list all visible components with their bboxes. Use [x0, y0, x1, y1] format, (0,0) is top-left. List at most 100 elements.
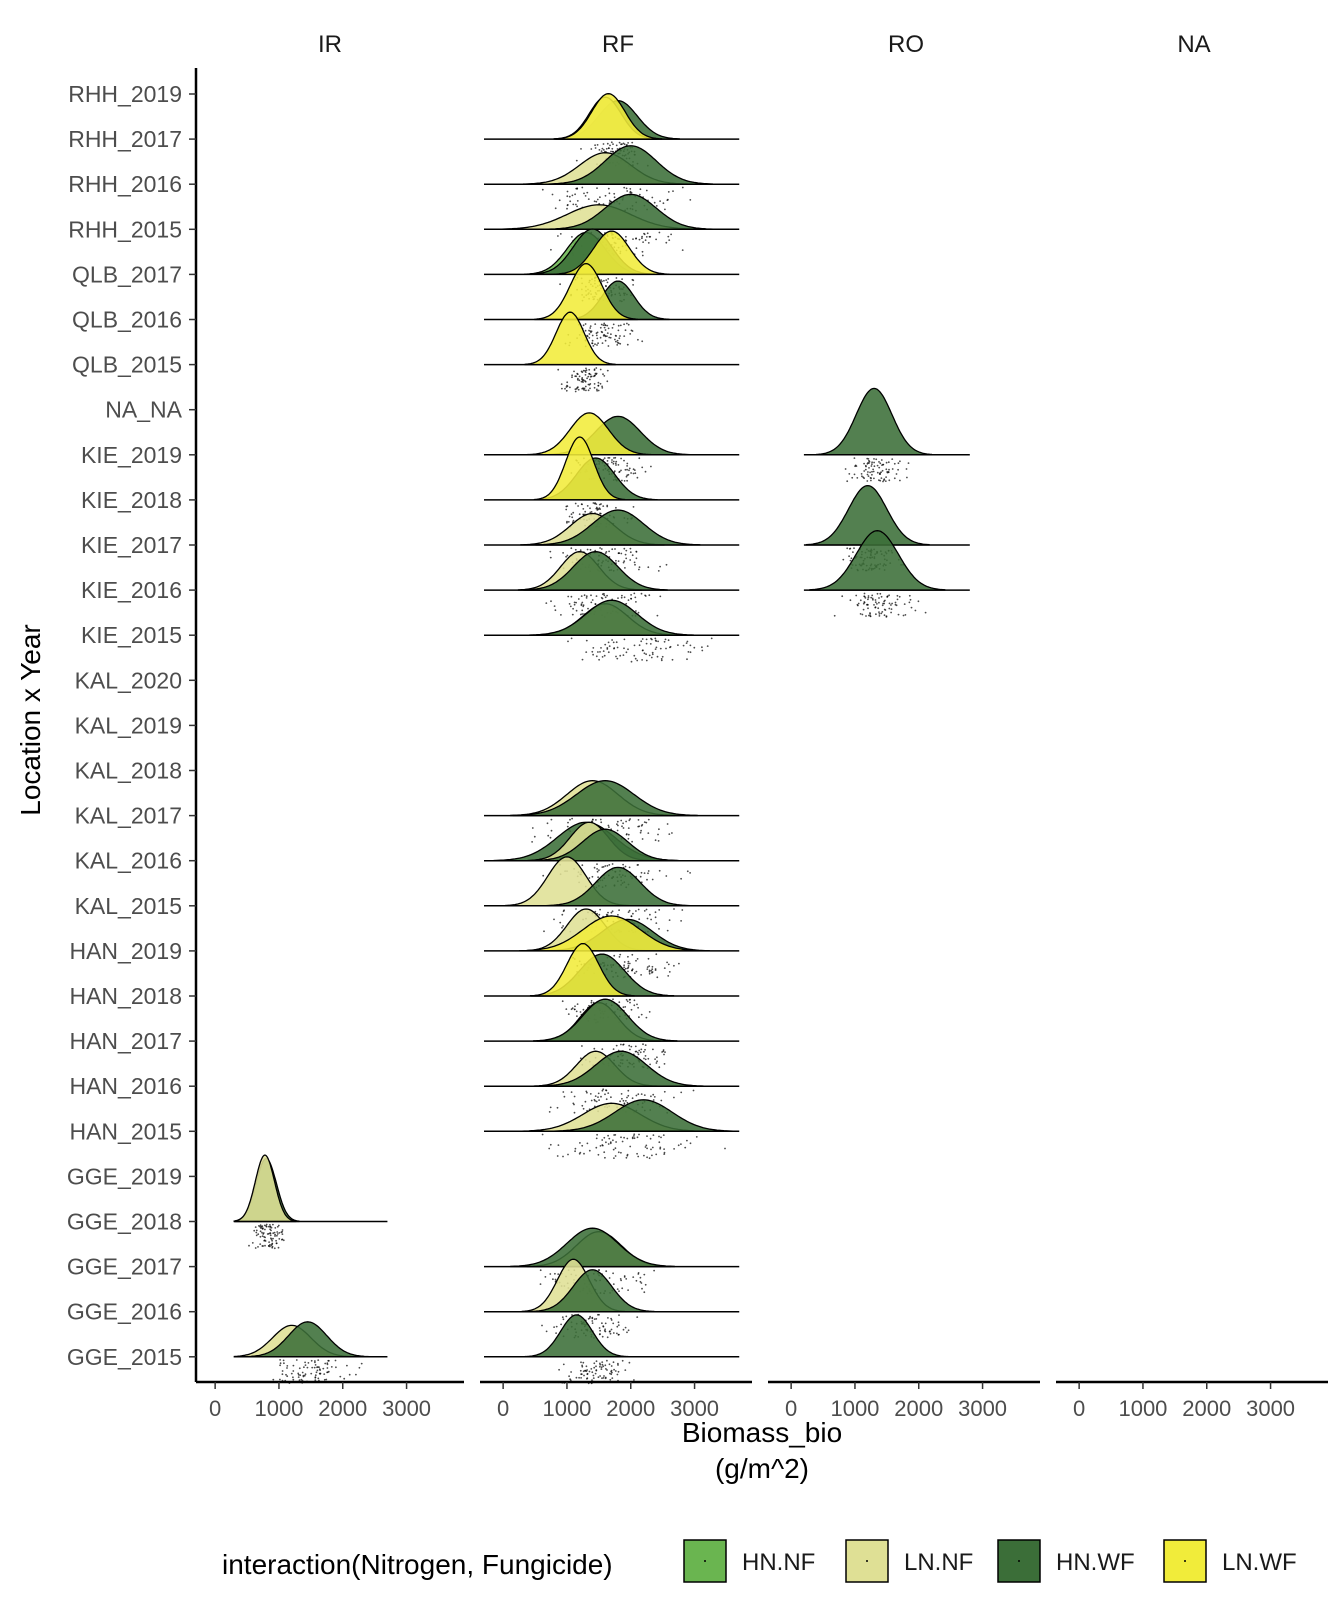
jitter-point [617, 1370, 620, 1373]
jitter-point [630, 472, 632, 474]
jitter-point [593, 1098, 596, 1101]
legend-label: LN.WF [1222, 1549, 1297, 1576]
jitter-point [571, 236, 573, 238]
jitter-point [581, 1144, 584, 1147]
jitter-point [869, 612, 871, 614]
jitter-point [593, 1318, 596, 1320]
y-tick-label: KIE_2018 [81, 487, 182, 513]
jitter-point [599, 1329, 601, 1332]
jitter-point [600, 1366, 603, 1369]
jitter-point [600, 279, 602, 281]
jitter-point [599, 382, 602, 385]
jitter-point [594, 144, 596, 147]
jitter-point [262, 1233, 265, 1235]
jitter-point [261, 1227, 264, 1230]
jitter-point [576, 205, 578, 208]
jitter-point [610, 141, 613, 144]
jitter-point [623, 961, 626, 963]
jitter-point [620, 1136, 622, 1139]
jitter-point [574, 1005, 576, 1008]
jitter-point [550, 829, 553, 832]
jitter-point [565, 386, 568, 388]
jitter-point [879, 592, 882, 595]
jitter-point [868, 614, 870, 617]
jitter-point [626, 343, 629, 346]
y-tick-label: KIE_2017 [81, 532, 182, 558]
jitter-point [609, 1332, 612, 1335]
jitter-point [667, 639, 670, 642]
jitter-point [601, 280, 603, 283]
jitter-point [636, 864, 639, 866]
jitter-point [587, 375, 590, 378]
jitter-point [597, 508, 600, 511]
jitter-point [605, 1098, 608, 1101]
density-hn-wf [809, 530, 946, 591]
jitter-point [908, 594, 911, 597]
jitter-point [648, 965, 651, 967]
jitter-point [875, 613, 877, 616]
jitter-point [639, 1051, 642, 1054]
jitter-point [553, 605, 556, 607]
jitter-point [640, 1093, 643, 1095]
jitter-point [635, 247, 638, 250]
jitter-point [637, 338, 639, 341]
jitter-point [645, 189, 648, 192]
jitter-point [695, 1136, 698, 1138]
jitter-point [549, 550, 552, 553]
ridge-rf-kal_2016 [484, 821, 740, 889]
jitter-point [896, 598, 899, 601]
jitter-point [607, 1143, 610, 1145]
jitter-point [600, 323, 603, 326]
jitter-point [566, 381, 569, 384]
jitter-point [724, 1147, 726, 1150]
jitter-point [874, 601, 877, 604]
jitter-point [643, 652, 646, 655]
density-hn-wf [245, 1321, 370, 1358]
jitter-point [645, 642, 648, 645]
jitter-point [615, 460, 618, 463]
jitter-point [591, 819, 594, 821]
jitter-point [607, 457, 610, 459]
jitter-point [586, 334, 588, 337]
jitter-point [905, 468, 908, 470]
jitter-point [608, 192, 611, 195]
jitter-point [581, 609, 584, 612]
jitter-point [869, 471, 871, 474]
jitter-point [281, 1230, 284, 1233]
jitter-point [632, 1276, 635, 1278]
jitter-point [646, 1135, 648, 1137]
jitter-point [603, 1151, 606, 1154]
jitter-point [622, 1006, 625, 1009]
jitter-point [630, 1045, 633, 1048]
jitter-point [598, 658, 600, 661]
jitter-point [626, 465, 628, 467]
jitter-point [274, 1235, 276, 1237]
jitter-point [631, 969, 633, 972]
jitter-point [601, 1322, 603, 1325]
jitter-point [657, 840, 660, 842]
facet-label-na: NA [1177, 31, 1210, 58]
x-tick-label: 0 [785, 1396, 797, 1421]
jitter-point [334, 1359, 337, 1362]
jitter-point [852, 551, 854, 553]
jitter-point [612, 462, 615, 465]
jitter-point [601, 1089, 604, 1092]
jitter-point [630, 1008, 633, 1011]
jitter-point [656, 976, 659, 979]
jitter-point [693, 646, 696, 649]
jitter-point [617, 1362, 619, 1365]
jitter-point [651, 965, 654, 968]
jitter-point [891, 458, 894, 460]
jitter-point [602, 1325, 605, 1328]
jitter-point [638, 1049, 641, 1052]
jitter-point [589, 1093, 592, 1095]
x-tick-label: 1000 [1118, 1396, 1167, 1421]
jitter-point [651, 196, 654, 199]
jitter-point [616, 829, 619, 832]
jitter-point [903, 603, 906, 605]
jitter-point [599, 818, 602, 821]
density-hn-wf [545, 866, 691, 907]
jitter-point [607, 651, 610, 654]
jitter-point [314, 1361, 316, 1364]
jitter-point [608, 864, 611, 866]
